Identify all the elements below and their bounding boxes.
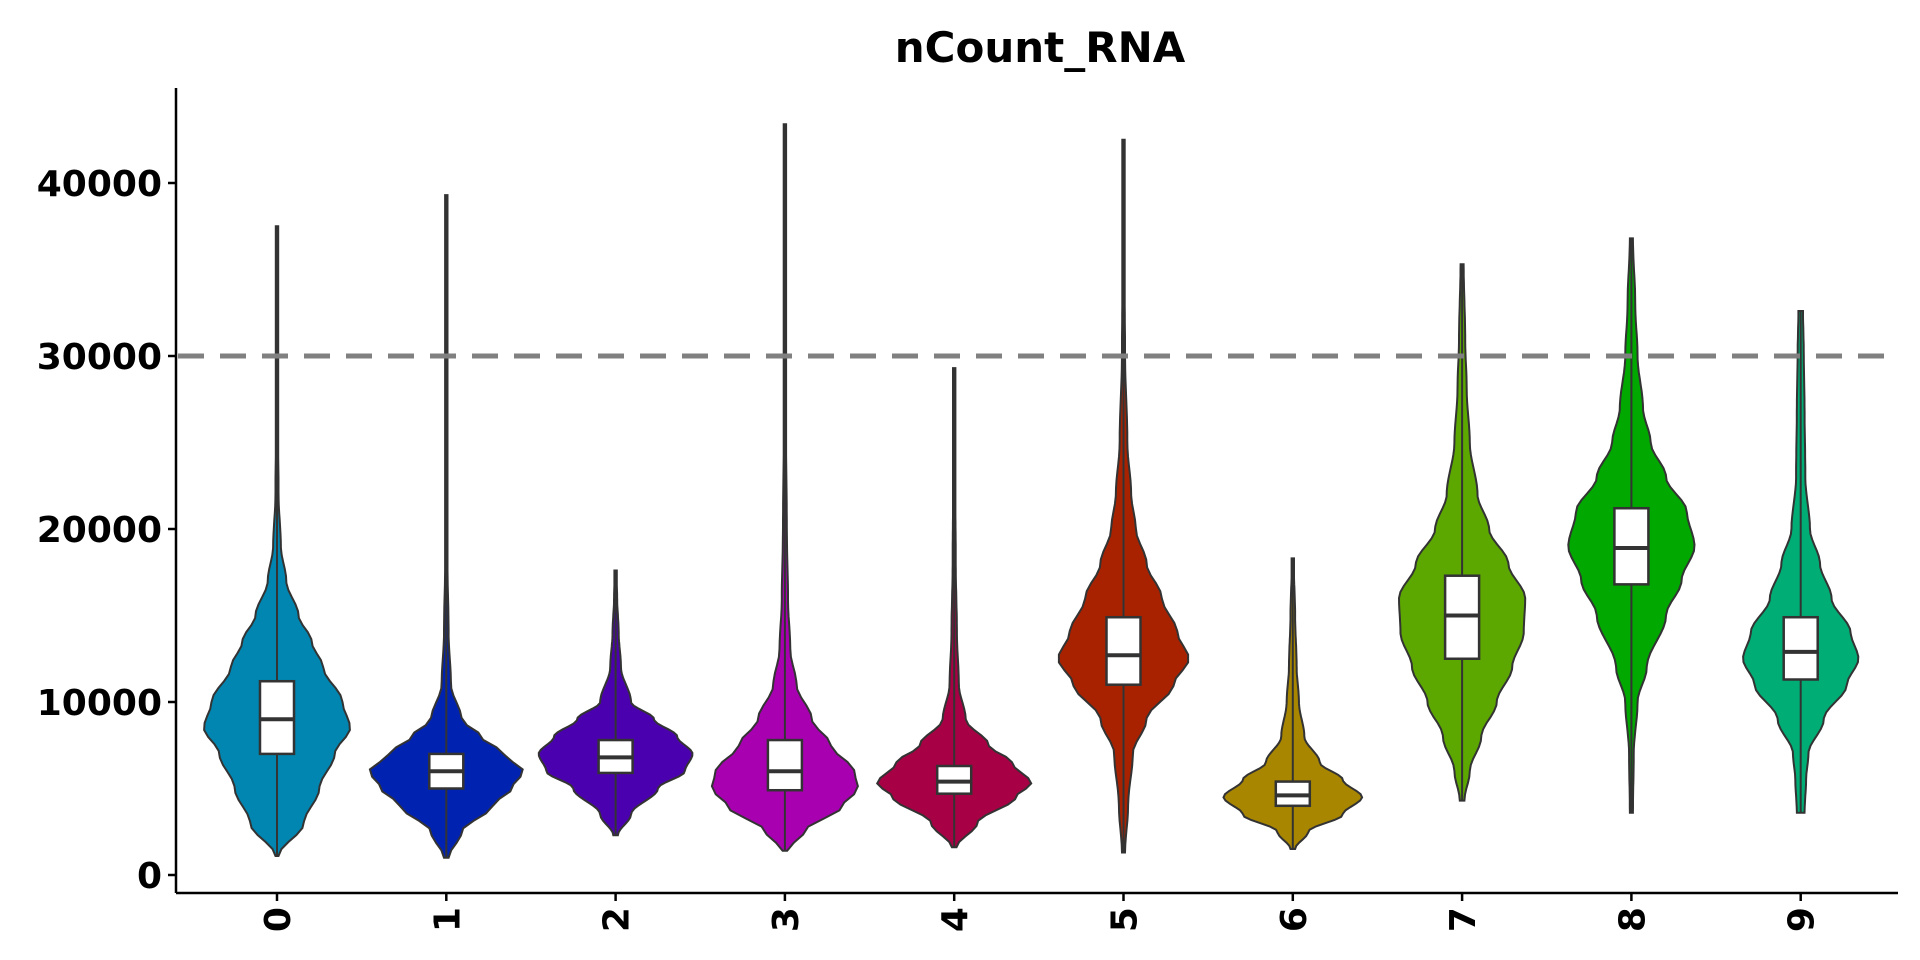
x-tick-label-4: 4 [935,907,976,932]
y-tick-label-0: 0 [137,856,162,897]
x-tick-label-0: 0 [258,907,299,932]
violin-group-2 [537,569,694,837]
violin-group-6 [1222,557,1364,850]
axes: 0 1 2 3 4 5 6 7 8 9 0 10000 20000 30000 40000 [37,88,1898,932]
violin-group-1 [368,194,524,859]
violin-group-4 [875,367,1033,849]
box-9 [1782,615,1819,681]
chart-title: nCount_RNA [895,23,1186,72]
x-tick-label-6: 6 [1274,907,1315,932]
violin-group-7 [1397,263,1527,802]
x-tick-label-1: 1 [427,907,468,932]
y-tick-label-20000: 20000 [37,510,162,551]
x-tick-label-5: 5 [1105,907,1146,932]
violin-group-9 [1742,310,1860,814]
violin-group-0 [203,225,351,857]
plot-area [203,123,1860,859]
y-tick-label-10000: 10000 [37,683,162,724]
box-3 [766,738,804,792]
violin-group-5 [1057,138,1190,854]
box-5 [1105,615,1142,686]
violin-group-3 [710,123,859,852]
x-tick-label-3: 3 [766,907,807,932]
y-tick-label-40000: 40000 [37,164,162,205]
y-tick-label-30000: 30000 [37,337,162,378]
x-tick-label-2: 2 [597,907,638,932]
x-tick-label-9: 9 [1782,907,1823,932]
x-tick-label-8: 8 [1612,907,1653,932]
x-tick-label-7: 7 [1443,907,1484,932]
violin-group-8 [1567,237,1696,814]
